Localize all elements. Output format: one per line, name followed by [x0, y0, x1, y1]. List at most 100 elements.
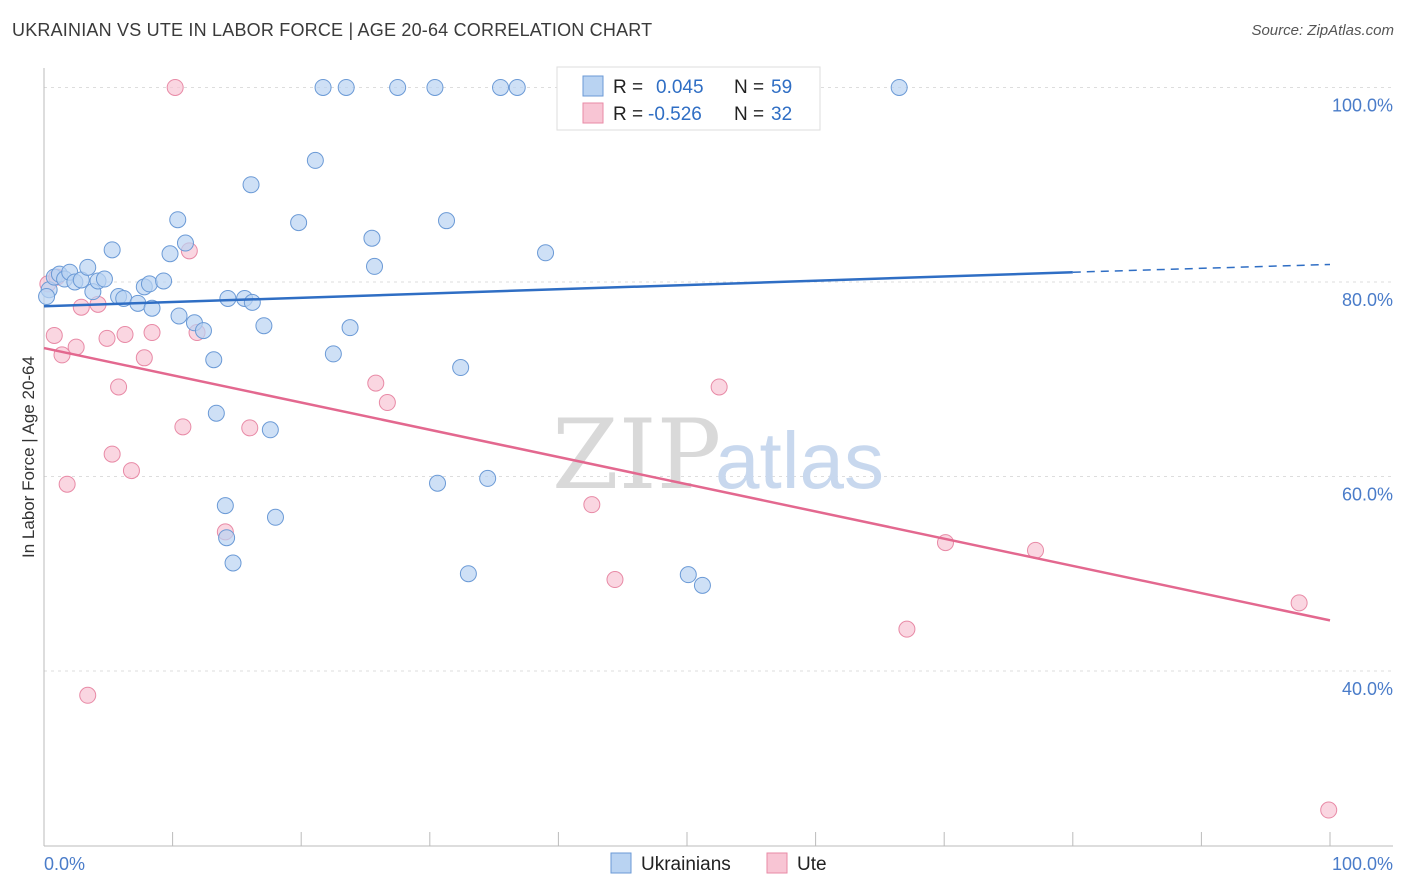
ukrainians-point — [890, 78, 908, 96]
x-tick-label-max: 100.0% — [1332, 854, 1393, 874]
ute-point — [241, 419, 259, 437]
ute-point — [367, 374, 385, 392]
legend-n-label-ute: N = — [734, 104, 764, 125]
ukrainians-point — [224, 554, 242, 572]
ukrainians-point — [314, 78, 332, 96]
watermark-atlas: atlas — [715, 416, 884, 505]
ukrainians-point — [79, 258, 97, 276]
ukrainians-point — [306, 151, 324, 169]
ute-point — [898, 620, 916, 638]
source-label: Source: ZipAtlas.com — [1251, 22, 1394, 39]
ukrainians-point — [429, 474, 447, 492]
ute-point — [122, 462, 140, 480]
series-legend: Ukrainians Ute — [610, 852, 827, 875]
y-tick-label: 80.0% — [1342, 290, 1393, 310]
ute-point — [45, 326, 63, 344]
legend-swatch-ute — [582, 102, 604, 124]
ute-point — [583, 496, 601, 514]
ute-point — [103, 445, 121, 463]
ute-point — [606, 571, 624, 589]
ukrainians-point — [242, 176, 260, 194]
x-tick-label-min: 0.0% — [44, 854, 85, 874]
ukrainians-point — [290, 214, 308, 232]
ute-point — [79, 686, 97, 704]
ukrainians-point — [266, 508, 284, 526]
ute-point — [710, 378, 728, 396]
ute-point — [110, 378, 128, 396]
ute-point — [143, 324, 161, 342]
bottom-legend-swatch-ute — [766, 852, 788, 874]
ukrainians-point — [95, 270, 113, 288]
correlation-legend: R = 0.045 N = 59 R = -0.526 N = 32 — [556, 66, 821, 131]
ukrainians-point — [341, 319, 359, 337]
ukrainians-point — [170, 307, 188, 325]
y-tick-label: 60.0% — [1342, 484, 1393, 504]
ukrainians-point — [537, 244, 555, 262]
ukrainians-point — [243, 293, 261, 311]
ukrainians-point — [143, 299, 161, 317]
ute-point — [135, 349, 153, 367]
ukrainians-point — [255, 317, 273, 335]
legend-r-label-ukrainians: R = — [613, 77, 643, 98]
ukrainians-point — [459, 565, 477, 583]
ukrainians-point — [169, 211, 187, 229]
ukrainians-point — [216, 497, 234, 515]
ute-point — [166, 78, 184, 96]
ukrainians-point — [207, 404, 225, 422]
ukrainians-point — [218, 529, 236, 547]
ukrainians-point — [337, 78, 355, 96]
ukrainians-point — [38, 288, 56, 306]
chart-title: UKRAINIAN VS UTE IN LABOR FORCE | AGE 20… — [12, 20, 653, 40]
ukrainians-point — [161, 245, 179, 263]
ute-point — [378, 394, 396, 412]
legend-r-label-ute: R = — [613, 104, 643, 125]
y-axis-label: In Labor Force | Age 20-64 — [19, 356, 38, 558]
ukrainians-point — [176, 234, 194, 252]
ukrainians-point — [508, 78, 526, 96]
ute-point — [116, 325, 134, 343]
legend-n-label-ukrainians: N = — [734, 77, 764, 98]
ute-point — [53, 346, 71, 364]
watermark-zip: ZIP — [552, 399, 721, 511]
ukrainians-point — [363, 229, 381, 247]
ukrainians-point — [324, 345, 342, 363]
legend-n-value-ukrainians: 59 — [771, 77, 792, 98]
ute-trend-line — [43, 346, 1331, 622]
x-tick-marks — [43, 832, 1331, 846]
ukrainians-point — [219, 289, 237, 307]
ute-point — [1290, 594, 1308, 612]
ukrainians-point — [479, 469, 497, 487]
ute-point — [98, 329, 116, 347]
ukrainians-point — [205, 351, 223, 369]
ukrainians-points — [38, 78, 908, 594]
ukrainians-point — [194, 322, 212, 340]
legend-n-value-ute: 32 — [771, 104, 792, 125]
bottom-legend-swatch-ukrainians — [610, 852, 632, 874]
ukrainians-point — [155, 272, 173, 290]
ute-point — [174, 418, 192, 436]
y-tick-labels: 40.0% 60.0% 80.0% 100.0% — [1332, 95, 1393, 699]
ute-point — [1320, 801, 1338, 819]
ute-point — [72, 298, 90, 316]
y-tick-label: 40.0% — [1342, 679, 1393, 699]
legend-r-value-ute: -0.526 — [648, 104, 702, 125]
y-tick-label: 100.0% — [1332, 95, 1393, 115]
ukrainians-point — [103, 241, 121, 259]
ukrainians-point — [261, 421, 279, 439]
ute-point — [58, 475, 76, 493]
legend-swatch-ukrainians — [582, 75, 604, 97]
ukrainians-point — [492, 78, 510, 96]
ukrainians-point — [693, 576, 711, 594]
ukrainians-point — [426, 78, 444, 96]
bottom-legend-label-ukrainians: Ukrainians — [641, 854, 731, 875]
legend-r-value-ukrainians: 0.045 — [656, 77, 704, 98]
trend-lines — [43, 263, 1331, 622]
ukrainians-point — [679, 566, 697, 584]
ukrainians-point — [452, 359, 470, 377]
ukrainians-point — [140, 275, 158, 293]
ukrainians-trend-extension — [1072, 263, 1331, 273]
ukrainians-point — [438, 212, 456, 230]
bottom-legend-label-ute: Ute — [797, 854, 827, 875]
ukrainians-trend-line — [43, 270, 1073, 308]
